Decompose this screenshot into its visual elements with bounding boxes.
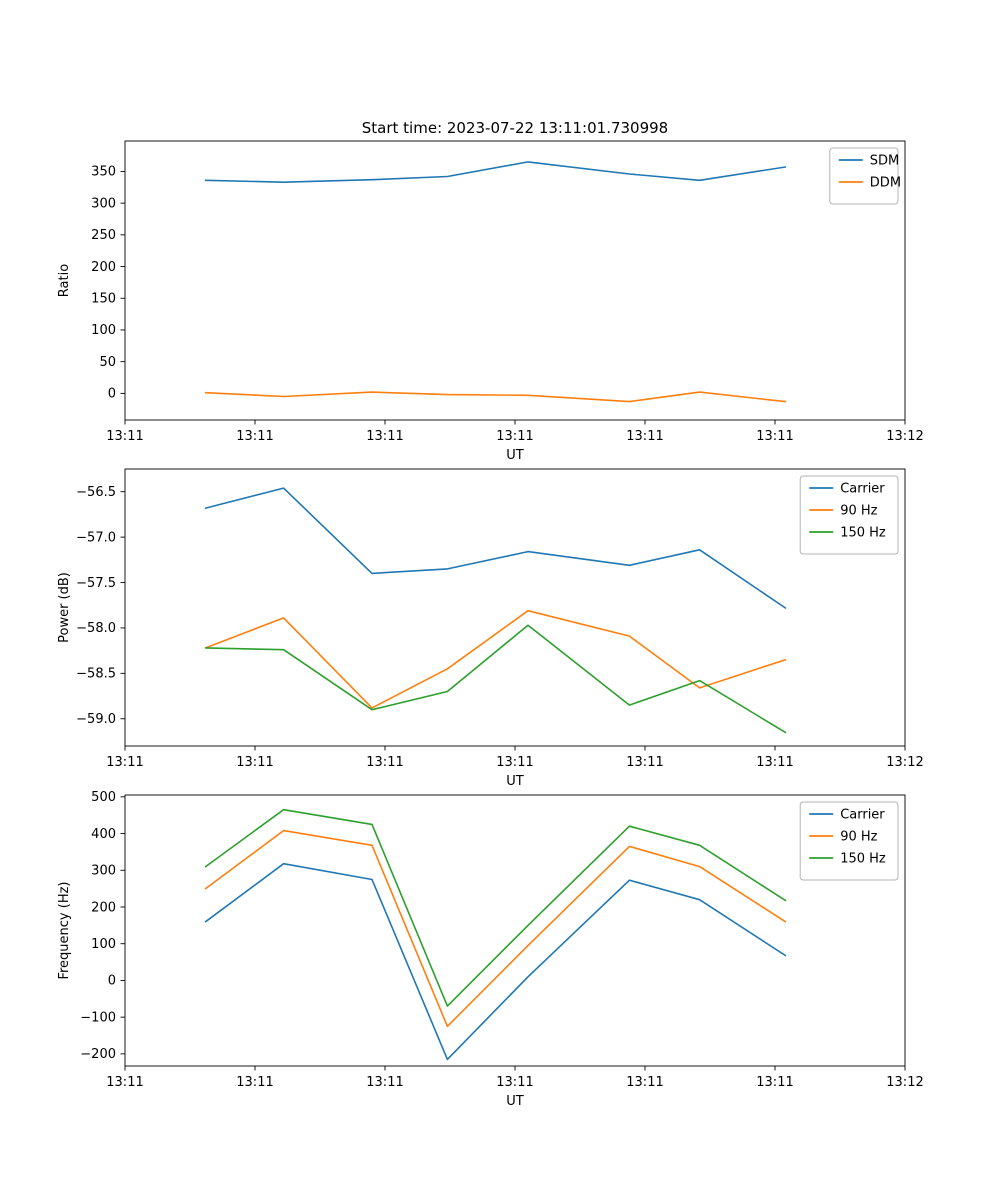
chart-power: 13:11 13:11 13:11 13:11 13:11 13:11 13:12 −59.0… (57, 468, 924, 789)
x-tick-label: 13:11 (366, 429, 403, 444)
y-tick-label: 0 (108, 974, 116, 989)
y-tick-label: 350 (91, 165, 116, 180)
axis-label-x: UT (506, 1094, 524, 1109)
y-tick-label: 100 (91, 323, 116, 338)
axis-label-y: Ratio (57, 264, 72, 297)
axes-border (124, 794, 906, 1067)
y-tick-label: −59.0 (76, 712, 116, 727)
y-tick-label: 100 (91, 937, 116, 952)
y-tick-label: −100 (80, 1010, 116, 1025)
chart-ratio: 13:11 13:11 13:11 13:11 13:11 13:11 13:12 0 50 10… (57, 119, 924, 463)
x-tick-label: 13:11 (626, 1075, 663, 1090)
x-tick-label: 13:11 (236, 1075, 273, 1090)
y-tick-label: 300 (91, 864, 116, 879)
y-tick-label: −57.5 (76, 576, 116, 591)
y-tick-label: −58.0 (76, 621, 116, 636)
series-line-Carrier (204, 487, 787, 609)
y-tick-label: −56.5 (76, 485, 116, 500)
x-tick-label: 13:11 (366, 755, 403, 770)
legend-label: 90 Hz (840, 503, 877, 518)
axis-label-y: Frequency (Hz) (57, 881, 72, 979)
series-line-90-Hz (204, 829, 787, 1028)
x-tick-label: 13:12 (886, 429, 923, 444)
legend-box (799, 801, 899, 881)
y-tick-label: 500 (91, 790, 116, 805)
x-tick-label: 13:11 (236, 429, 273, 444)
y-tick-label: −58.5 (76, 667, 116, 682)
legend-label: 90 Hz (840, 829, 877, 844)
x-tick-label: 13:11 (626, 755, 663, 770)
x-tick-label: 13:11 (496, 1075, 533, 1090)
legend-box (799, 475, 899, 555)
series-line-150-Hz (204, 624, 787, 734)
legend-label: Carrier (840, 807, 885, 822)
y-tick-label: −200 (80, 1047, 116, 1062)
x-tick-label: 13:11 (756, 429, 793, 444)
series-line-SDM (204, 161, 787, 183)
y-tick-label: 200 (91, 900, 116, 915)
series-line-Carrier (204, 862, 787, 1061)
y-tick-label: 250 (91, 228, 116, 243)
y-tick-label: −57.0 (76, 530, 116, 545)
series-line-90-Hz (204, 609, 787, 709)
series-line-150-Hz (204, 808, 787, 1007)
y-tick-label: 300 (91, 196, 116, 211)
x-tick-label: 13:11 (496, 755, 533, 770)
x-tick-label: 13:11 (106, 1075, 143, 1090)
axis-label-y: Power (dB) (57, 572, 72, 643)
chart-title: Start time: 2023-07-22 13:11:01.730998 (362, 119, 668, 137)
axis-label-x: UT (506, 774, 524, 789)
y-tick-label: 200 (91, 260, 116, 275)
legend-label: SDM (870, 153, 899, 168)
y-tick-label: 150 (91, 292, 116, 307)
x-tick-label: 13:11 (496, 429, 533, 444)
x-tick-label: 13:11 (626, 429, 663, 444)
x-tick-label: 13:11 (106, 429, 143, 444)
x-tick-label: 13:11 (756, 1075, 793, 1090)
x-tick-label: 13:11 (366, 1075, 403, 1090)
legend-label: DDM (870, 175, 901, 190)
x-tick-label: 13:11 (236, 755, 273, 770)
legend-label: Carrier (840, 481, 885, 496)
x-tick-label: 13:12 (886, 755, 923, 770)
x-tick-label: 13:11 (106, 755, 143, 770)
axes-border (124, 140, 906, 421)
chart-frequency: 13:11 13:11 13:11 13:11 13:11 13:11 13:12 −200 −… (57, 790, 924, 1109)
y-tick-label: 0 (108, 387, 116, 402)
y-tick-label: 50 (99, 355, 116, 370)
x-tick-label: 13:11 (756, 755, 793, 770)
axes-border (124, 468, 906, 747)
x-tick-label: 13:12 (886, 1075, 923, 1090)
legend-label: 150 Hz (840, 851, 886, 866)
y-tick-label: 400 (91, 827, 116, 842)
axis-label-x: UT (506, 448, 524, 463)
series-line-DDM (204, 391, 787, 403)
legend-label: 150 Hz (840, 525, 886, 540)
legend-box (829, 147, 899, 205)
